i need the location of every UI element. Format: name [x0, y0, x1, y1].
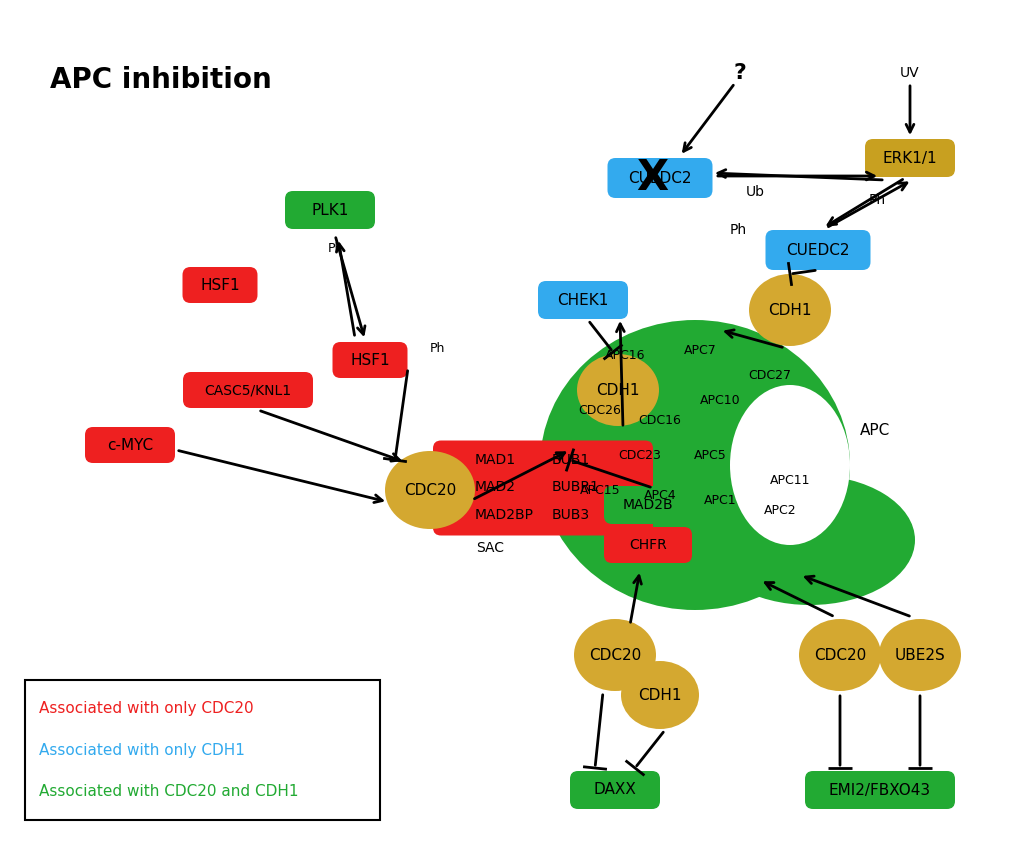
Ellipse shape	[574, 619, 655, 691]
Text: Associated with CDC20 and CDH1: Associated with CDC20 and CDH1	[39, 784, 299, 799]
Text: CHFR: CHFR	[629, 538, 666, 552]
Text: Ub: Ub	[745, 185, 764, 199]
Text: Ph: Ph	[729, 223, 746, 237]
Text: CUEDC2: CUEDC2	[786, 243, 849, 257]
Text: HSF1: HSF1	[200, 278, 239, 293]
Ellipse shape	[878, 619, 960, 691]
FancyBboxPatch shape	[85, 427, 175, 463]
Text: CDC20: CDC20	[588, 647, 641, 663]
Text: APC: APC	[859, 423, 890, 438]
FancyBboxPatch shape	[864, 139, 954, 177]
Text: BUB3: BUB3	[551, 508, 590, 522]
FancyBboxPatch shape	[284, 191, 375, 229]
Text: CDH1: CDH1	[596, 382, 639, 398]
Text: CDC20: CDC20	[813, 647, 865, 663]
Text: Ph: Ph	[430, 342, 445, 355]
Text: APC7: APC7	[683, 343, 715, 356]
Text: CDC16: CDC16	[638, 413, 681, 426]
Text: DAXX: DAXX	[593, 783, 636, 797]
FancyBboxPatch shape	[182, 267, 257, 303]
FancyBboxPatch shape	[332, 342, 408, 378]
Text: CASC5/KNL1: CASC5/KNL1	[204, 383, 291, 397]
Text: Ph: Ph	[867, 193, 884, 207]
Text: CDH1: CDH1	[638, 688, 681, 702]
Text: APC15: APC15	[579, 483, 620, 496]
Text: APC16: APC16	[604, 349, 645, 362]
Text: HSF1: HSF1	[350, 352, 389, 368]
Text: CDC20: CDC20	[404, 482, 455, 497]
Ellipse shape	[539, 320, 849, 610]
FancyBboxPatch shape	[804, 771, 954, 809]
Ellipse shape	[730, 385, 849, 545]
Text: ERK1/1: ERK1/1	[881, 150, 936, 166]
Text: c-MYC: c-MYC	[107, 438, 153, 452]
Ellipse shape	[704, 475, 914, 605]
Text: MAD2: MAD2	[475, 480, 516, 494]
Ellipse shape	[798, 619, 880, 691]
Text: CDC27: CDC27	[748, 369, 791, 381]
Text: APC11: APC11	[769, 474, 809, 487]
Ellipse shape	[621, 661, 698, 729]
FancyBboxPatch shape	[603, 486, 691, 524]
FancyBboxPatch shape	[603, 527, 691, 563]
Text: CHEK1: CHEK1	[556, 293, 608, 307]
Text: EMI2/FBXO43: EMI2/FBXO43	[828, 783, 930, 797]
Text: CUEDC2: CUEDC2	[628, 171, 691, 186]
Text: APC2: APC2	[763, 503, 796, 516]
FancyBboxPatch shape	[537, 281, 628, 319]
FancyBboxPatch shape	[433, 440, 652, 536]
Text: APC10: APC10	[699, 394, 740, 406]
Text: CDC23: CDC23	[618, 449, 660, 462]
Text: MAD2BP: MAD2BP	[475, 508, 534, 522]
Text: APC1: APC1	[703, 494, 736, 507]
FancyBboxPatch shape	[570, 771, 659, 809]
Text: Associated with only CDH1: Associated with only CDH1	[39, 742, 245, 758]
FancyBboxPatch shape	[607, 158, 712, 198]
FancyBboxPatch shape	[182, 372, 313, 408]
Text: APC inhibition: APC inhibition	[50, 66, 271, 94]
Text: PLK1: PLK1	[311, 203, 348, 217]
FancyBboxPatch shape	[764, 230, 869, 270]
Text: CDH1: CDH1	[767, 303, 811, 318]
Text: BUB1: BUB1	[551, 453, 590, 467]
FancyBboxPatch shape	[25, 680, 380, 820]
Text: MAD1: MAD1	[475, 453, 516, 467]
Text: APC4: APC4	[643, 488, 676, 501]
Text: Ph: Ph	[327, 242, 342, 255]
Text: UBE2S: UBE2S	[894, 647, 945, 663]
Text: APC5: APC5	[693, 449, 726, 462]
Text: UV: UV	[900, 66, 919, 80]
Text: MAD2B: MAD2B	[622, 498, 673, 512]
Text: X: X	[635, 157, 667, 199]
Ellipse shape	[577, 354, 658, 426]
Text: SAC: SAC	[476, 541, 503, 555]
Ellipse shape	[748, 274, 830, 346]
Text: Associated with only CDC20: Associated with only CDC20	[39, 701, 254, 715]
Ellipse shape	[384, 451, 475, 529]
Text: BUBR1: BUBR1	[551, 480, 599, 494]
Text: ?: ?	[733, 63, 746, 83]
Text: CDC26: CDC26	[578, 404, 621, 417]
